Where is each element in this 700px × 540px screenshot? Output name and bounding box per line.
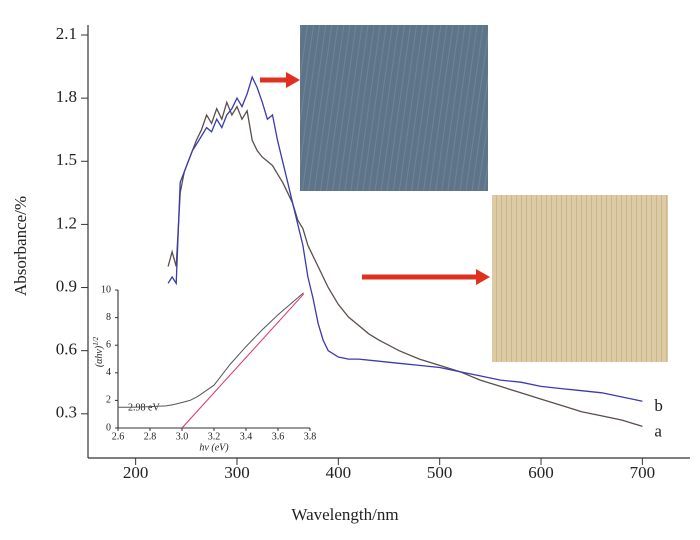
x-tick-label: 200 bbox=[123, 463, 149, 482]
x-tick-label: 600 bbox=[528, 463, 554, 482]
series-label: a bbox=[654, 421, 662, 440]
x-tick-label: 3.6 bbox=[272, 431, 285, 442]
x-tick-label: 300 bbox=[224, 463, 250, 482]
x-axis-label: Wavelength/nm bbox=[291, 505, 398, 524]
data-line bbox=[167, 75, 643, 402]
x-tick-label: 2.6 bbox=[112, 431, 125, 442]
data-line bbox=[167, 100, 643, 428]
data-line bbox=[181, 293, 304, 429]
sample-photo-a bbox=[492, 195, 668, 362]
y-tick-label: 0.3 bbox=[56, 403, 77, 422]
x-tick-label: 400 bbox=[326, 463, 352, 482]
data-line bbox=[118, 292, 304, 408]
y-tick-label: 0 bbox=[106, 422, 111, 433]
y-axis-label: Absorbance/% bbox=[11, 196, 30, 296]
y-tick-label: 1.2 bbox=[56, 213, 77, 232]
arrow bbox=[260, 72, 300, 88]
x-tick-label: 500 bbox=[427, 463, 453, 482]
annotation: 2.98 eV bbox=[128, 402, 160, 413]
y-tick-label: 0.9 bbox=[56, 276, 77, 295]
y-tick-label: 2 bbox=[106, 395, 111, 406]
x-tick-label: 700 bbox=[630, 463, 656, 482]
y-tick-label: 4 bbox=[106, 367, 111, 378]
inset-y-label-sup: 1/2 bbox=[92, 336, 100, 345]
sample-photo-b bbox=[300, 25, 488, 191]
inset-y-label-main: (αhν) bbox=[94, 345, 105, 367]
y-tick-label: 10 bbox=[101, 284, 111, 295]
inset-y-label: (αhν)1/2 bbox=[92, 336, 106, 367]
y-tick-label: 6 bbox=[106, 339, 111, 350]
inset-x-label: hν (eV) bbox=[199, 442, 229, 453]
x-tick-label: 3.8 bbox=[304, 431, 317, 442]
series-label: b bbox=[654, 396, 663, 415]
x-tick-label: 3.2 bbox=[208, 431, 221, 442]
y-tick-label: 1.5 bbox=[56, 150, 77, 169]
y-tick-label: 0.6 bbox=[56, 340, 77, 359]
arrow bbox=[362, 269, 490, 285]
x-tick-label: 3.0 bbox=[176, 431, 189, 442]
x-tick-label: 2.8 bbox=[144, 431, 157, 442]
y-tick-label: 2.1 bbox=[56, 24, 77, 43]
y-tick-label: 1.8 bbox=[56, 87, 77, 106]
x-tick-label: 3.4 bbox=[240, 431, 253, 442]
y-tick-label: 8 bbox=[106, 312, 111, 323]
